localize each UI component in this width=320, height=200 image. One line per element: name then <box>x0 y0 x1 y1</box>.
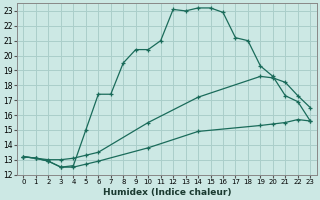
X-axis label: Humidex (Indice chaleur): Humidex (Indice chaleur) <box>103 188 231 197</box>
